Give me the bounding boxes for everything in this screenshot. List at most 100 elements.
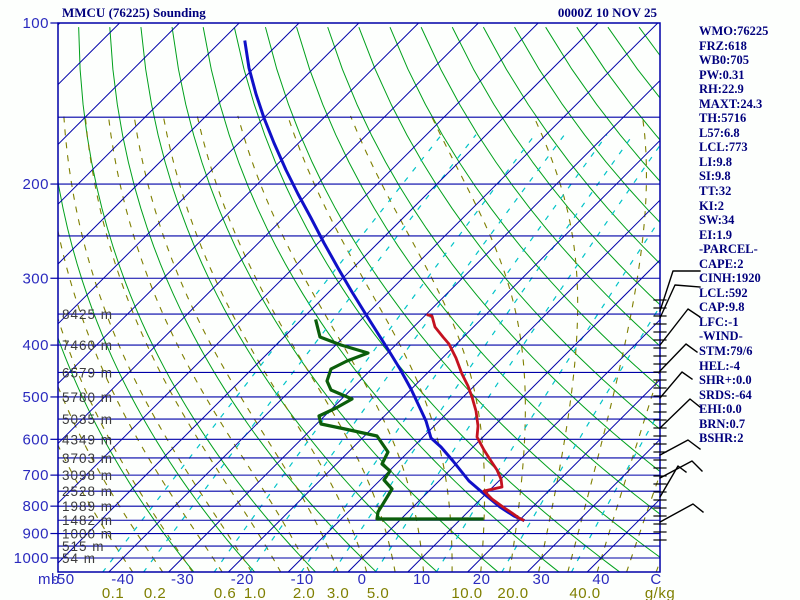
stat-line: CAP:9.8 [699, 300, 745, 315]
mixing-ratio-line [435, 218, 660, 572]
skewt-grid [58, 23, 660, 572]
stats-panel: WMO:76225 FRZ:618 WB0:705 PW:0.31 RH:22.9 MAX… [699, 24, 768, 446]
mixing-ratio-line [501, 305, 660, 572]
moist-adiabat-line [58, 444, 134, 572]
moist-adiabat-line [196, 115, 396, 572]
temp-axis-label: 30 [533, 571, 551, 588]
stat-line: LFC:-1 [699, 314, 739, 329]
height-label: 4349 m [62, 432, 113, 447]
moist-adiabat-line [567, 115, 648, 572]
wind-barb [659, 460, 703, 479]
moist-adiabat-line [237, 115, 425, 572]
isotherm-line [58, 23, 420, 385]
moist-adiabat-line [133, 115, 339, 572]
wind-barb [659, 270, 701, 312]
pressure-axis-label: 300 [22, 270, 49, 287]
stat-line: RH:22.9 [699, 82, 744, 97]
pressure-axis-label: 800 [22, 498, 49, 515]
wind-barb [659, 284, 701, 319]
mixing-unit-label: g/kg [645, 585, 675, 600]
stat-line: CAPE:2 [699, 256, 744, 271]
pressure-axis-label: 400 [22, 337, 49, 354]
parcel-trace-curve [243, 40, 525, 522]
stat-line: LCL:592 [699, 285, 748, 300]
dry-adiabat-line [296, 26, 660, 515]
isotherm-line [227, 139, 660, 572]
stat-line: TH:5716 [699, 111, 747, 126]
height-label: 7460 m [62, 338, 113, 353]
dry-adiabat-line [327, 26, 660, 473]
stat-line: SW:34 [699, 213, 735, 228]
wind-barb [659, 371, 693, 399]
mixing-ratio-line [142, 134, 477, 572]
mixing-ratio-label: 0.1 [102, 585, 124, 600]
moist-adiabat-line [107, 115, 311, 572]
stat-line: EI:1.9 [699, 227, 732, 242]
isotherm-line [526, 438, 660, 572]
dry-adiabat-line [264, 26, 660, 558]
moist-adiabat-line [350, 115, 486, 572]
dry-adiabat-line [482, 26, 660, 265]
stat-line: STM:79/6 [699, 344, 753, 359]
dry-adiabat-line [451, 26, 660, 306]
temp-axis-label: 20 [473, 571, 491, 588]
temp-axis-label: -40 [111, 571, 134, 588]
pressure-axis-label: 500 [22, 389, 49, 406]
temp-axis-label: 10 [413, 571, 431, 588]
wind-barb [659, 398, 701, 429]
height-label: 1482 m [62, 513, 113, 528]
moist-adiabat-line [58, 385, 164, 572]
temperature-curve [426, 313, 525, 522]
plot-frame [57, 22, 661, 573]
height-label: 54 m [62, 551, 96, 566]
temp-axis-label: -50 [51, 571, 74, 588]
moist-adiabat-line [58, 228, 223, 572]
height-label: 1989 m [62, 499, 113, 514]
mixing-ratio-line [300, 134, 608, 572]
temp-axis-label: -20 [231, 571, 254, 588]
mixing-ratio-label: 40.0 [569, 585, 600, 600]
stat-line: BRN:0.7 [699, 416, 746, 431]
stat-line: -WIND- [699, 329, 743, 344]
stat-line: EHI:0.0 [699, 402, 742, 417]
pressure-axis-label: 1000 [14, 550, 49, 567]
mixing-ratio-label: 2.0 [293, 585, 315, 600]
dry-adiabat-line [233, 27, 621, 572]
stat-line: MAXT:24.3 [699, 96, 763, 111]
dewpoint-curve [314, 319, 484, 521]
mixing-ratio-label: 20.0 [497, 585, 528, 600]
mixing-ratio-label: 0.2 [144, 585, 166, 600]
isotherm-line [58, 23, 240, 205]
temp-axis-label: -10 [291, 571, 314, 588]
height-label: 3098 m [62, 468, 113, 483]
temp-axis-label: 40 [592, 571, 610, 588]
stat-line: HEL:-4 [699, 358, 740, 373]
wind-barbs [659, 270, 704, 523]
isotherm-line [347, 259, 660, 572]
isotherm-line [58, 23, 61, 26]
mixing-ratio-label: 0.6 [214, 585, 236, 600]
pressure-unit-label: mb [38, 571, 60, 588]
temp-axis-label: 0 [358, 571, 367, 588]
height-label: 8425 m [62, 307, 113, 322]
isotherm-line [58, 23, 300, 265]
dry-adiabat-line [109, 27, 378, 572]
temp-unit-label: C [650, 571, 661, 588]
stat-line: WMO:76225 [699, 24, 769, 38]
isotherm-line [58, 23, 539, 504]
stat-line: -PARCEL- [699, 242, 758, 257]
stat-line: KI:2 [699, 198, 724, 213]
stat-line: FRZ:618 [699, 38, 747, 53]
isotherm-line [108, 23, 659, 572]
isotherm-line [58, 23, 599, 564]
mixing-ratio-line [374, 144, 660, 572]
stat-line: L57:6.8 [699, 125, 740, 140]
stat-line: BSHR:2 [699, 431, 744, 446]
mixing-ratio-line [213, 134, 536, 572]
stat-line: LCL:773 [699, 140, 748, 155]
moist-adiabat-line [58, 317, 194, 572]
stat-line: SHR+:0.0 [699, 373, 752, 388]
wind-barb [659, 308, 701, 346]
